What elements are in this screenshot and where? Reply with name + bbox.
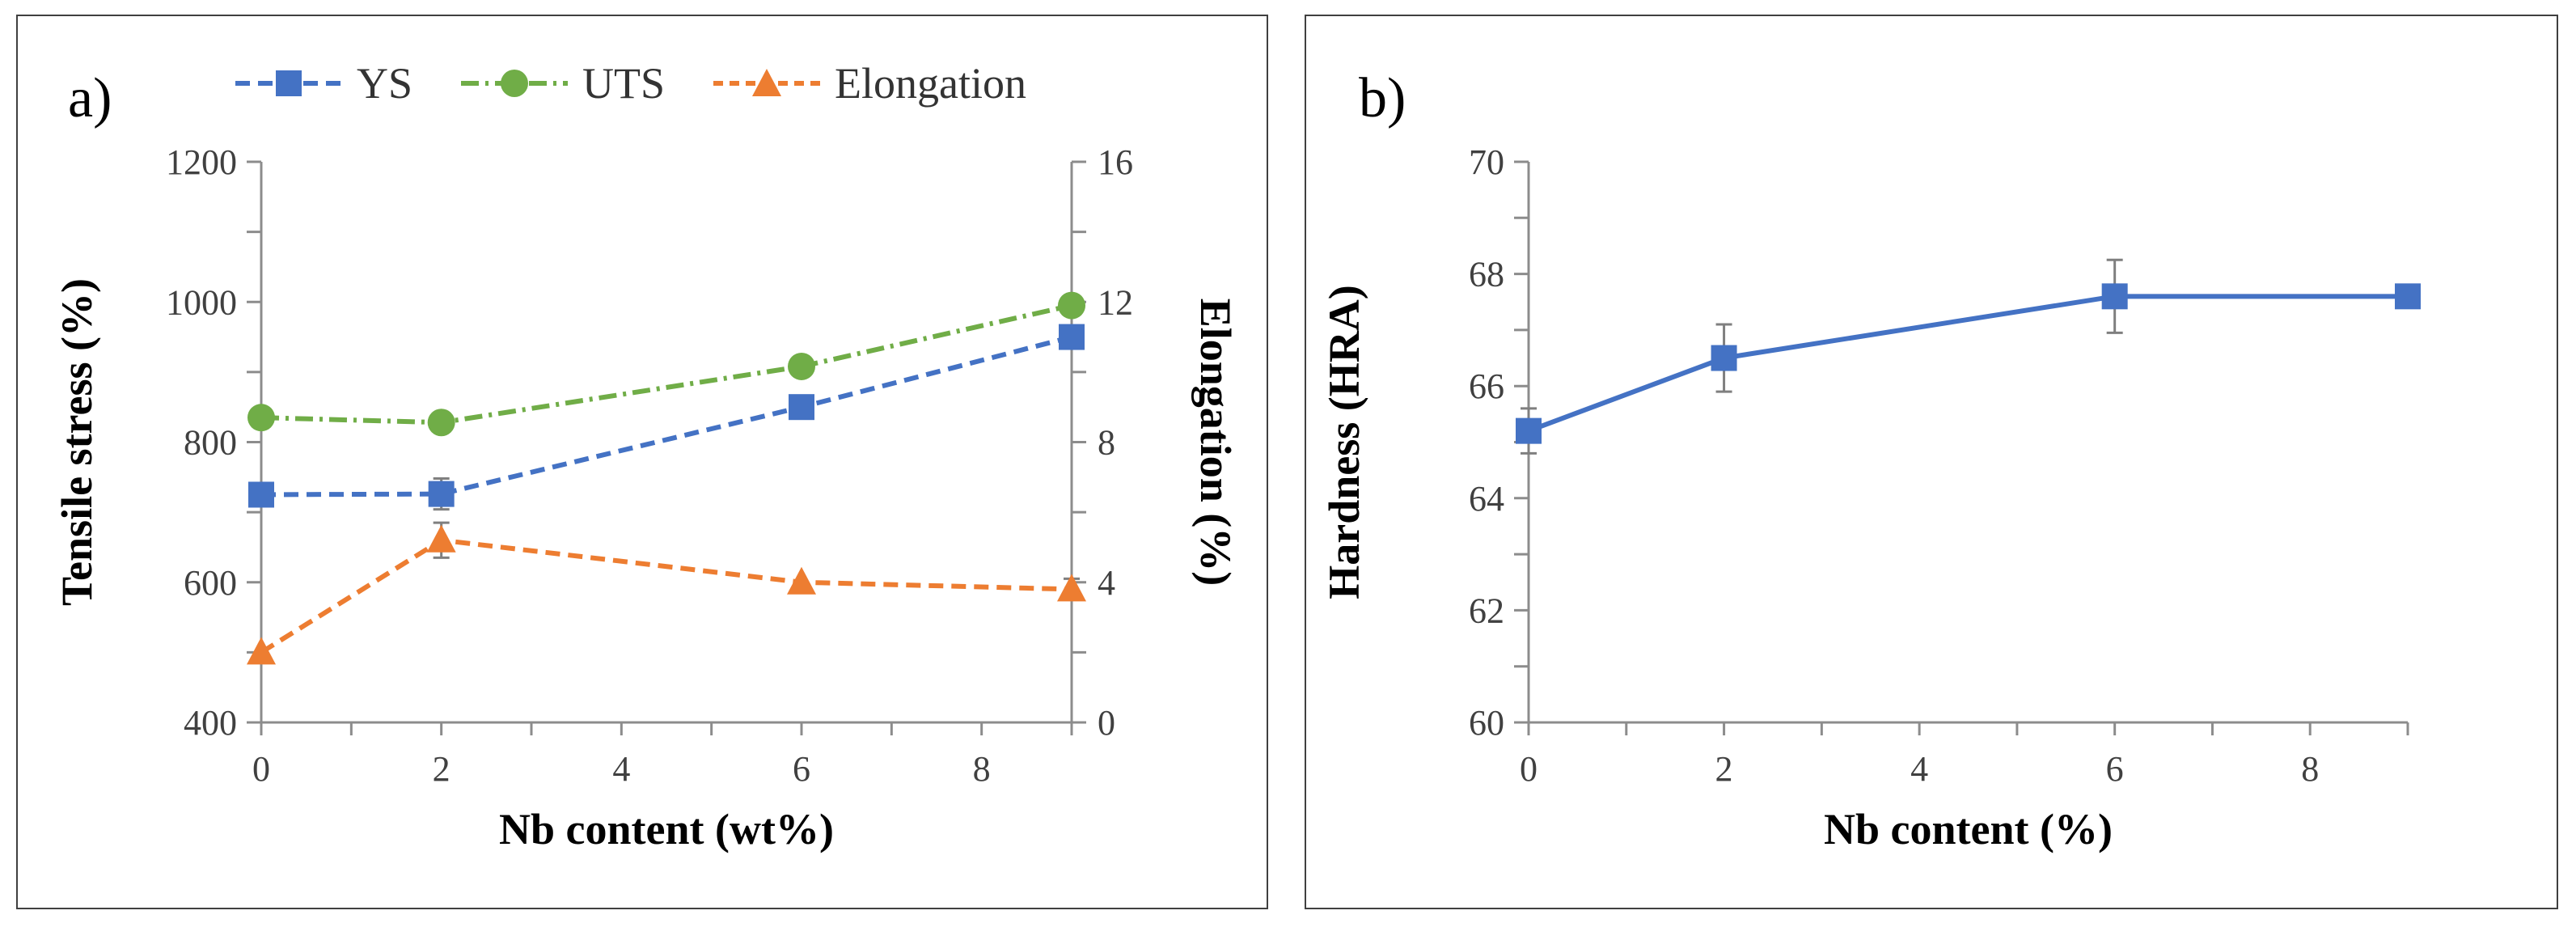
b-x-tick-label: 2 — [1715, 749, 1733, 789]
a-point-elongation — [1057, 574, 1086, 602]
a-y2-tick-label: 4 — [1098, 563, 1115, 603]
b-y-tick-label: 62 — [1469, 591, 1504, 630]
legend-item-ys: YS — [232, 58, 412, 108]
legend-uts-swatch — [461, 70, 569, 97]
a-y2-tick-label: 12 — [1098, 282, 1133, 322]
b-point-hardness — [2101, 283, 2128, 310]
legend-elongation-label: Elongation — [835, 59, 1027, 108]
legend-item-uts: UTS — [458, 58, 665, 108]
chart-a: 0 2 4 6 8 400 600 800 1000 1200 0 4 8 12 16 Nb content … — [53, 142, 1240, 853]
a-point-uts — [427, 409, 455, 437]
legend-ys-swatch — [235, 70, 342, 96]
b-y-tick-label: 60 — [1469, 703, 1504, 743]
a-point-uts — [788, 352, 815, 380]
a-x-axis-title: Nb content (wt%) — [499, 805, 834, 853]
legend-uts-label: UTS — [582, 59, 666, 108]
a-y-tick-label: 600 — [184, 563, 237, 603]
a-x-tick-label: 8 — [973, 749, 991, 789]
b-y-tick-label: 66 — [1469, 366, 1504, 406]
a-series-line-elongation — [260, 537, 1072, 654]
a-point-elongation — [247, 637, 276, 665]
a-point-uts — [247, 404, 275, 432]
b-point-hardness — [1711, 345, 1737, 371]
a-y-tick-label: 800 — [184, 423, 237, 463]
panel-a: a) YS UTS Elongation 0 2 4 6 8 400 600 800 1000 1… — [16, 15, 1268, 909]
legend-item-elongation: Elongation — [710, 58, 1026, 108]
legend-ys-label: YS — [357, 59, 413, 108]
b-x-tick-label: 4 — [1910, 749, 1928, 789]
a-point-ys — [428, 481, 455, 507]
a-y2-tick-label: 16 — [1098, 142, 1133, 182]
a-series-line-ys — [260, 334, 1072, 498]
a-point-ys — [1059, 324, 1085, 350]
b-y-tick-label: 68 — [1469, 255, 1504, 294]
panel-a-label: a) — [68, 67, 112, 129]
b-x-tick-label: 0 — [1520, 749, 1538, 789]
legend: YS UTS Elongation — [232, 58, 1026, 108]
a-y-tick-label: 1200 — [166, 142, 237, 182]
a-x-tick-label: 6 — [793, 749, 810, 789]
a-y2-axis-title: Elongation (%) — [1191, 299, 1240, 587]
a-y2-tick-label: 8 — [1098, 423, 1115, 463]
a-x-tick-label: 2 — [433, 749, 450, 789]
a-y-tick-label: 400 — [184, 703, 237, 743]
a-x-tick-label: 4 — [612, 749, 630, 789]
b-point-hardness — [2395, 283, 2421, 310]
b-x-axis-title: Nb content (%) — [1824, 805, 2113, 853]
b-series-line-hardness — [1527, 294, 2408, 434]
a-point-elongation — [426, 524, 456, 553]
a-point-ys — [789, 394, 814, 421]
a-y-tick-label: 1000 — [166, 282, 237, 322]
a-x-tick-label: 0 — [252, 749, 270, 789]
b-x-tick-label: 8 — [2301, 749, 2319, 789]
a-y-axis-title: Tensile stress (%) — [53, 278, 101, 606]
a-series-line-uts — [260, 303, 1072, 426]
b-y-tick-label: 70 — [1469, 142, 1504, 182]
a-y2-tick-label: 0 — [1098, 703, 1115, 743]
panel-b-label: b) — [1359, 67, 1406, 129]
a-point-ys — [248, 481, 274, 508]
b-x-tick-label: 6 — [2106, 749, 2124, 789]
b-y-axis-title: Hardness (HRA) — [1320, 285, 1368, 599]
b-y-tick-label: 64 — [1469, 479, 1504, 519]
b-point-hardness — [1516, 417, 1542, 444]
legend-elongation-swatch — [713, 69, 821, 96]
panel-b: b) 0 2 4 6 8 60 62 64 66 68 70 Nb content (%) Hardne… — [1305, 15, 2558, 909]
a-point-uts — [1058, 291, 1085, 320]
a-point-elongation — [787, 566, 816, 595]
